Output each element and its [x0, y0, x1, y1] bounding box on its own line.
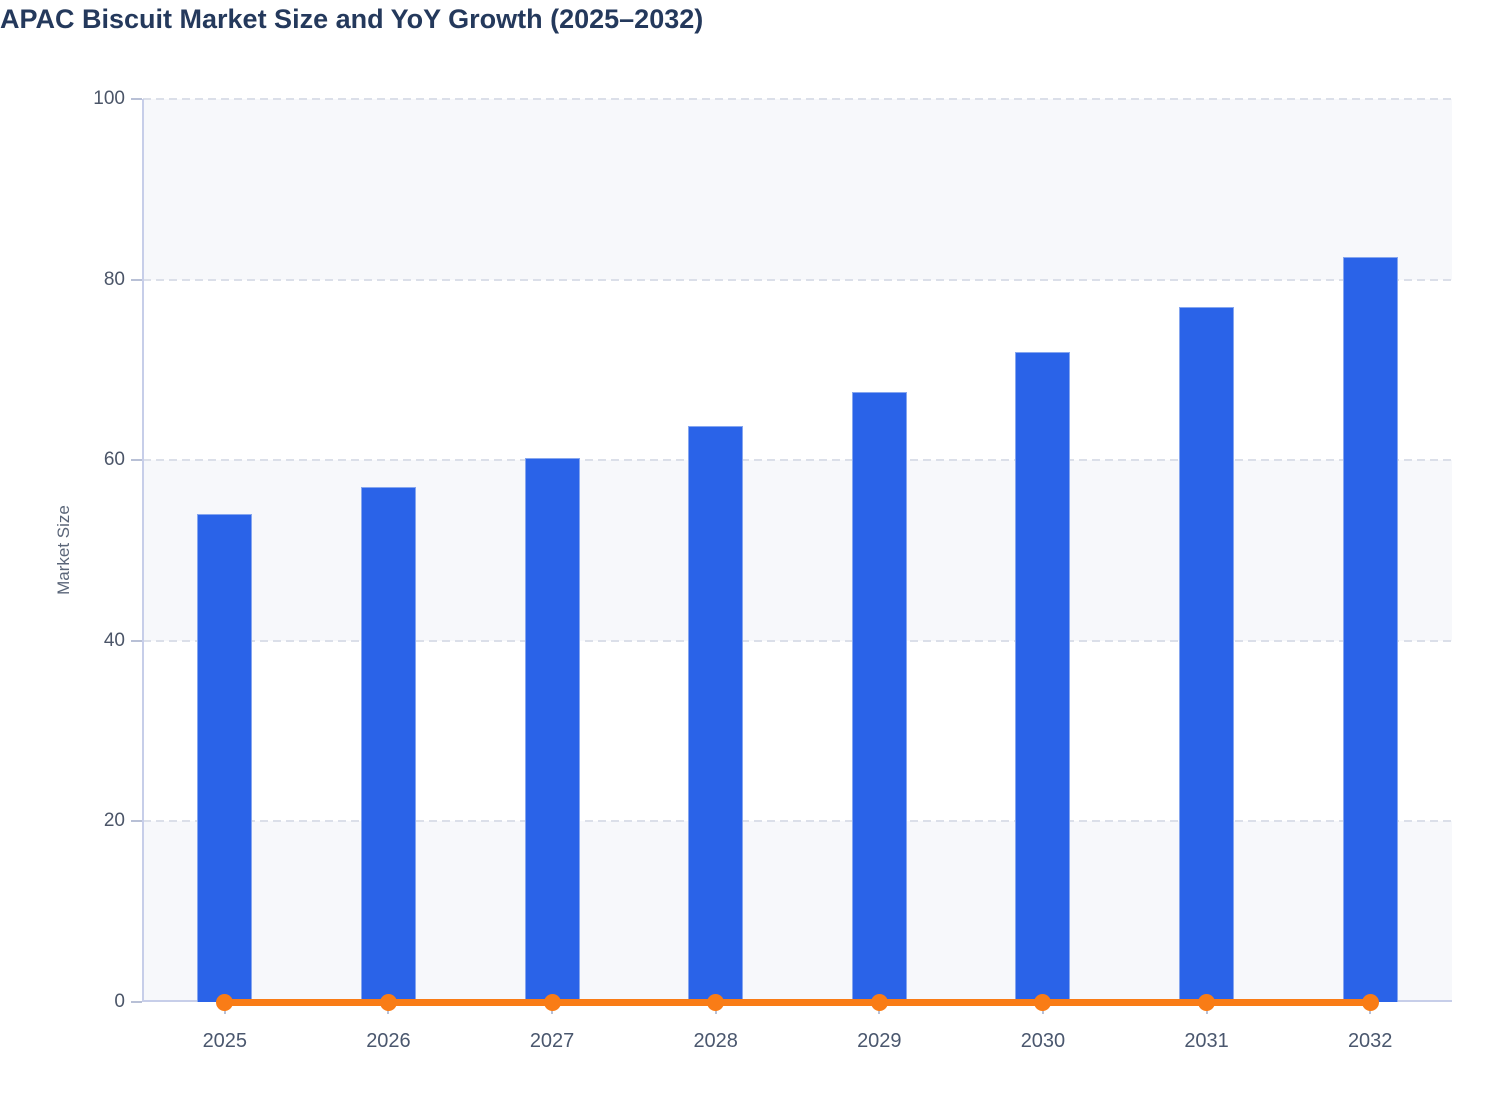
yoy-marker-2031[interactable]: [1198, 993, 1216, 1011]
bar-2028[interactable]: [688, 425, 744, 1002]
y-tick-label: 100: [93, 88, 125, 109]
y-tick-mark: [131, 1001, 142, 1003]
y-tick-label: 60: [103, 449, 125, 471]
bar-2026[interactable]: [360, 487, 416, 1002]
yoy-marker-2026[interactable]: [379, 993, 397, 1011]
yoy-marker-2025[interactable]: [216, 993, 234, 1011]
y-tick-mark: [131, 459, 142, 462]
y-tick-label: 80: [103, 268, 125, 290]
yoy-marker-2029[interactable]: [870, 993, 888, 1011]
x-tick-label-2030: 2030: [1020, 1030, 1066, 1052]
x-tick-label-2032: 2032: [1347, 1030, 1393, 1052]
chart-title: APAC Biscuit Market Size and YoY Growth …: [0, 4, 704, 34]
y-tick-mark: [131, 98, 142, 100]
bar-2030[interactable]: [1015, 351, 1071, 1002]
y-tick-label: 40: [103, 629, 125, 651]
gridline: [143, 278, 1452, 281]
plot-band: [143, 640, 1452, 822]
x-tick-label-2027: 2027: [529, 1030, 575, 1052]
yoy-marker-2028[interactable]: [707, 993, 725, 1011]
plot-band: [143, 99, 1452, 280]
plot-band: [143, 821, 1452, 1002]
yoy-growth-line[interactable]: [224, 998, 1371, 1006]
x-tick-label-2028: 2028: [693, 1030, 738, 1052]
y-tick-mark: [131, 639, 142, 642]
yoy-marker-2032[interactable]: [1361, 993, 1379, 1011]
bar-2027[interactable]: [524, 458, 580, 1002]
plot-band: [143, 279, 1452, 461]
plot-band: [143, 460, 1452, 641]
y-tick-label: 0: [114, 991, 125, 1012]
x-tick-label-2029: 2029: [857, 1030, 902, 1052]
y-tick-label: 20: [103, 810, 125, 832]
x-tick-label-2025: 2025: [202, 1030, 248, 1052]
x-tick-label-2031: 2031: [1184, 1030, 1229, 1052]
bar-2025[interactable]: [197, 514, 253, 1002]
gridline: [143, 459, 1452, 462]
yoy-marker-2030[interactable]: [1034, 993, 1052, 1011]
gridline: [143, 820, 1452, 823]
bar-2029[interactable]: [851, 391, 907, 1002]
gridline: [143, 98, 1452, 101]
y-axis-line: [142, 99, 144, 1002]
x-tick-label-2026: 2026: [366, 1030, 411, 1052]
y-tick-mark: [131, 820, 142, 823]
gridline: [143, 639, 1452, 642]
yoy-marker-2027[interactable]: [543, 993, 561, 1011]
y-tick-mark: [131, 278, 142, 281]
bar-2032[interactable]: [1342, 257, 1398, 1002]
y-axis-title: Market Size: [54, 505, 73, 595]
bar-2031[interactable]: [1179, 306, 1235, 1002]
plot-area: [142, 98, 1452, 1011]
